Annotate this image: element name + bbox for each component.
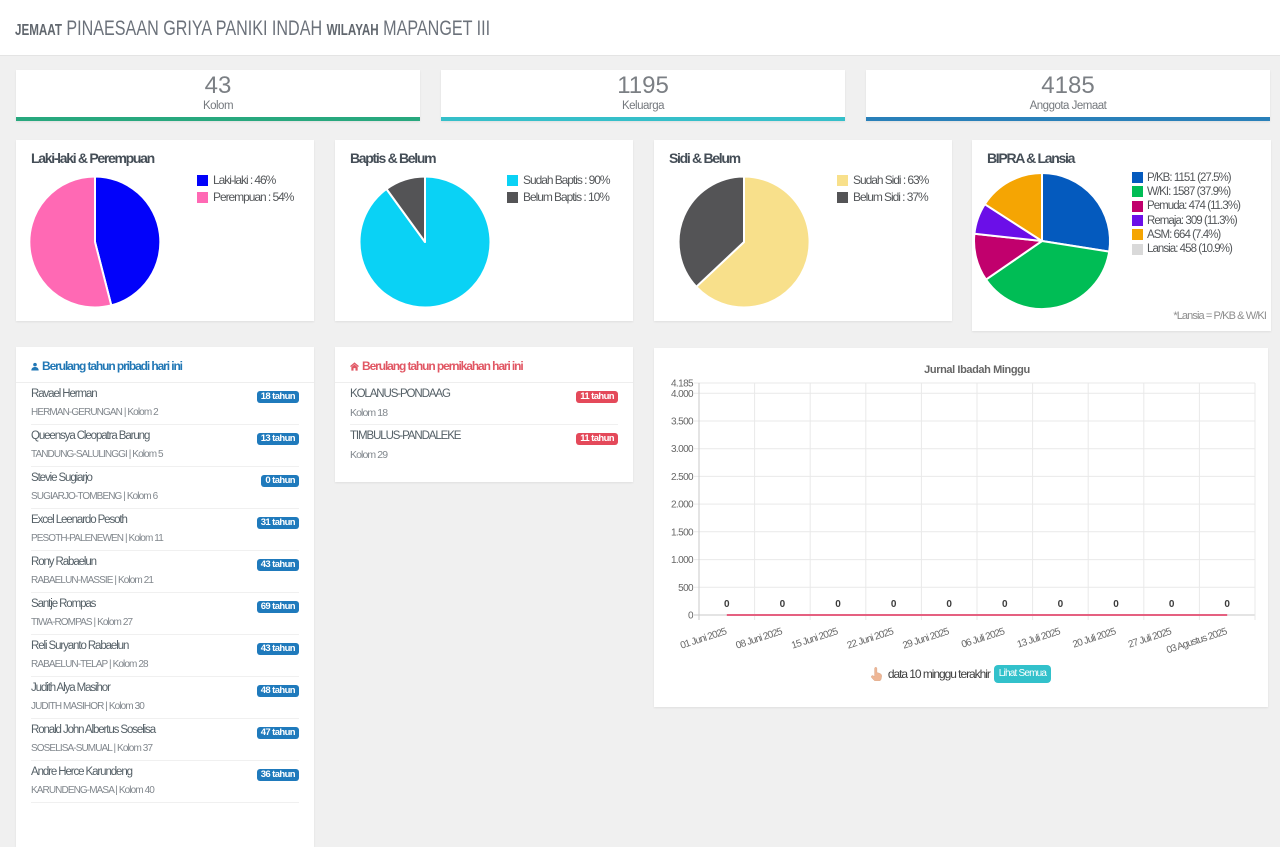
svg-text:4.185: 4.185 — [671, 379, 694, 390]
svg-text:0: 0 — [835, 599, 841, 610]
svg-text:3.500: 3.500 — [671, 417, 694, 428]
svg-text:0: 0 — [1169, 599, 1175, 610]
svg-text:01 Juni 2025: 01 Juni 2025 — [679, 626, 729, 652]
svg-text:0: 0 — [1058, 599, 1064, 610]
svg-text:1.000: 1.000 — [671, 555, 694, 566]
svg-text:13 Juli 2025: 13 Juli 2025 — [1016, 626, 1063, 651]
svg-text:3.000: 3.000 — [671, 444, 694, 455]
svg-text:22 Juni 2025: 22 Juni 2025 — [846, 626, 896, 652]
svg-text:1.500: 1.500 — [671, 527, 694, 538]
svg-text:0: 0 — [1002, 599, 1008, 610]
svg-text:4.000: 4.000 — [671, 389, 694, 400]
svg-text:15 Juni 2025: 15 Juni 2025 — [790, 626, 840, 652]
svg-text:2.500: 2.500 — [671, 472, 694, 483]
svg-text:08 Juni 2025: 08 Juni 2025 — [735, 626, 785, 652]
svg-text:06 Juli 2025: 06 Juli 2025 — [960, 626, 1007, 651]
svg-text:2.000: 2.000 — [671, 500, 694, 511]
svg-text:0: 0 — [891, 599, 897, 610]
svg-text:0: 0 — [724, 599, 730, 610]
svg-text:500: 500 — [678, 583, 694, 594]
svg-text:0: 0 — [946, 599, 952, 610]
svg-text:0: 0 — [1224, 599, 1230, 610]
svg-text:0: 0 — [780, 599, 786, 610]
svg-text:29 Juni 2025: 29 Juni 2025 — [901, 626, 951, 652]
svg-text:0: 0 — [1113, 599, 1119, 610]
svg-text:0: 0 — [688, 611, 694, 622]
svg-text:20 Juli 2025: 20 Juli 2025 — [1071, 626, 1118, 651]
svg-text:03 Agustus 2025: 03 Agustus 2025 — [1165, 626, 1229, 656]
